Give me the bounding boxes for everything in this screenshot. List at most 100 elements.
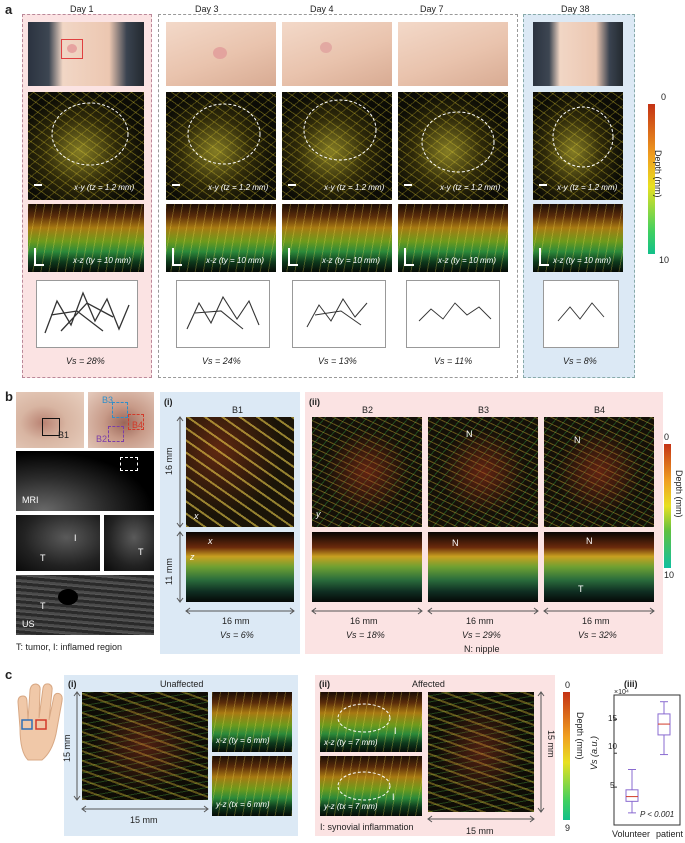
day-label: Day 4: [310, 4, 334, 14]
xy-label: x-y (tz = 1.2 mm): [557, 183, 618, 192]
vessel-3d-render: [292, 280, 386, 348]
b3-xy-image: N: [428, 417, 538, 527]
vessel-3d-render: [176, 280, 270, 348]
box-tick: 15: [608, 714, 617, 723]
b2-xy-image: y: [312, 417, 422, 527]
day-label: Day 1: [70, 4, 94, 14]
xz-label: x-z (ty = 10 mm): [322, 256, 381, 265]
vs-value: Vs = 32%: [578, 630, 617, 640]
plot-frame: [613, 694, 681, 826]
sub-i-label: (i): [68, 679, 77, 689]
depth-bottom-label: 9: [565, 823, 571, 833]
t-label: T: [138, 547, 144, 557]
vs-value: Vs = 29%: [462, 630, 501, 640]
p-value: P < 0.001: [640, 810, 675, 819]
mri-zoom-2: T: [104, 515, 154, 571]
ultrasound-image: T US: [16, 575, 154, 635]
dim-arrow: [73, 691, 81, 801]
n-label: N: [452, 538, 459, 548]
xz-image: x-z (ty = 10 mm): [166, 204, 276, 272]
b1-tag: B1: [58, 430, 70, 440]
box-volunteer: [625, 768, 639, 814]
xz-label: x-z (ty = 6 mm): [216, 736, 270, 745]
hand-illustration: [17, 683, 63, 761]
roi-box: [61, 39, 83, 59]
n-label: N: [586, 536, 593, 546]
xz-image: x-z (ty = 10 mm): [533, 204, 623, 272]
depth-title: Depth (mm): [674, 470, 684, 518]
vs-value: Vs = 8%: [563, 356, 597, 366]
xz-image: x-z (ty = 10 mm): [282, 204, 392, 272]
dim-arrow-11: [176, 531, 184, 603]
box-category: Volunteer: [612, 829, 651, 839]
dim-15-label: 15 mm: [62, 734, 72, 762]
b3-title: B3: [478, 405, 490, 415]
unaffected-title: Unaffected: [160, 679, 204, 689]
day-label: Day 38: [561, 4, 590, 14]
xz-image: x-z (ty = 10 mm): [398, 204, 508, 272]
sub-iii-label: (iii): [624, 679, 638, 689]
depth-colorbar: [563, 692, 570, 820]
depth-bottom-label: 10: [664, 570, 675, 580]
dim-arrow: [537, 691, 545, 813]
vs-value: Vs = 6%: [220, 630, 254, 640]
us-label: US: [22, 619, 35, 629]
depth-colorbar: [664, 444, 671, 568]
xy-image: x-y (tz = 1.2 mm): [166, 92, 276, 200]
skin-photo: [282, 22, 392, 86]
axis-x: x: [194, 511, 199, 521]
dim-arrow-h: [427, 607, 539, 615]
vs-value: Vs = 28%: [66, 356, 105, 366]
box-patient: [657, 701, 671, 756]
dim-bottom-label: 16 mm: [350, 616, 378, 626]
box-plot: [613, 694, 681, 826]
dim-15-label: 15 mm: [130, 815, 158, 825]
xy-image: x-y (tz = 1.2 mm): [398, 92, 508, 200]
depth-title: Depth (mm): [653, 150, 663, 198]
tumor-legend: T: tumor, I: inflamed region: [16, 642, 123, 652]
panel-a-letter: a: [5, 2, 13, 17]
synovial-legend: I: synovial inflammation: [320, 822, 414, 832]
dim-arrow-h: [543, 607, 655, 615]
depth-colorbar: [648, 104, 655, 254]
t-label: T: [578, 584, 584, 594]
nipple-legend: N: nipple: [464, 644, 500, 654]
vessel-3d-render: [36, 280, 138, 348]
b1-xy-image: x: [186, 417, 294, 527]
xy-label: x-y (tz = 1.2 mm): [440, 183, 501, 192]
vs-value: Vs = 24%: [202, 356, 241, 366]
breast-photo-roi: B3 B4 B2: [88, 392, 154, 448]
dim-16-label: 16 mm: [164, 447, 174, 475]
axis-z: z: [190, 552, 195, 562]
i-label: I: [74, 533, 77, 543]
vs-value: Vs = 18%: [346, 630, 385, 640]
box-ylabel: Vs (a.u.): [589, 735, 599, 770]
vessel-3d-render: [543, 280, 619, 348]
t-label: T: [40, 601, 46, 611]
mri-image: MRI: [16, 451, 154, 511]
b4-tag: B4: [132, 420, 144, 430]
unaffected-xz-image: x-z (ty = 6 mm): [212, 692, 292, 752]
affected-yz-image: y-z (tx = 7 mm) I: [320, 756, 422, 816]
panel-c-letter: c: [5, 667, 13, 682]
vs-value: Vs = 11%: [434, 356, 473, 366]
mri-zoom: T I: [16, 515, 100, 571]
vessel-3d-render: [406, 280, 500, 348]
depth-top-label: 0: [565, 680, 571, 690]
sub-i-label: (i): [164, 397, 173, 407]
xy-label: x-y (tz = 1.2 mm): [324, 183, 385, 192]
xz-label: x-z (ty = 10 mm): [206, 256, 265, 265]
dim-bottom-label: 16 mm: [582, 616, 610, 626]
skin-photo: [166, 22, 276, 86]
b1-title: B1: [232, 405, 244, 415]
dim-arrow-16: [176, 416, 184, 528]
depth-top-label: 0: [664, 432, 670, 442]
dim-15-label: 15 mm: [466, 826, 494, 836]
dim-arrow-h: [185, 607, 295, 615]
b2-tag: B2: [96, 434, 108, 444]
unaffected-yz-image: y-z (tx = 6 mm): [212, 756, 292, 816]
xz-label: x-z (ty = 7 mm): [324, 738, 378, 747]
xz-label: x-z (ty = 10 mm): [438, 256, 497, 265]
b4-title: B4: [594, 405, 606, 415]
affected-xz-image: x-z (ty = 7 mm) I: [320, 692, 422, 752]
